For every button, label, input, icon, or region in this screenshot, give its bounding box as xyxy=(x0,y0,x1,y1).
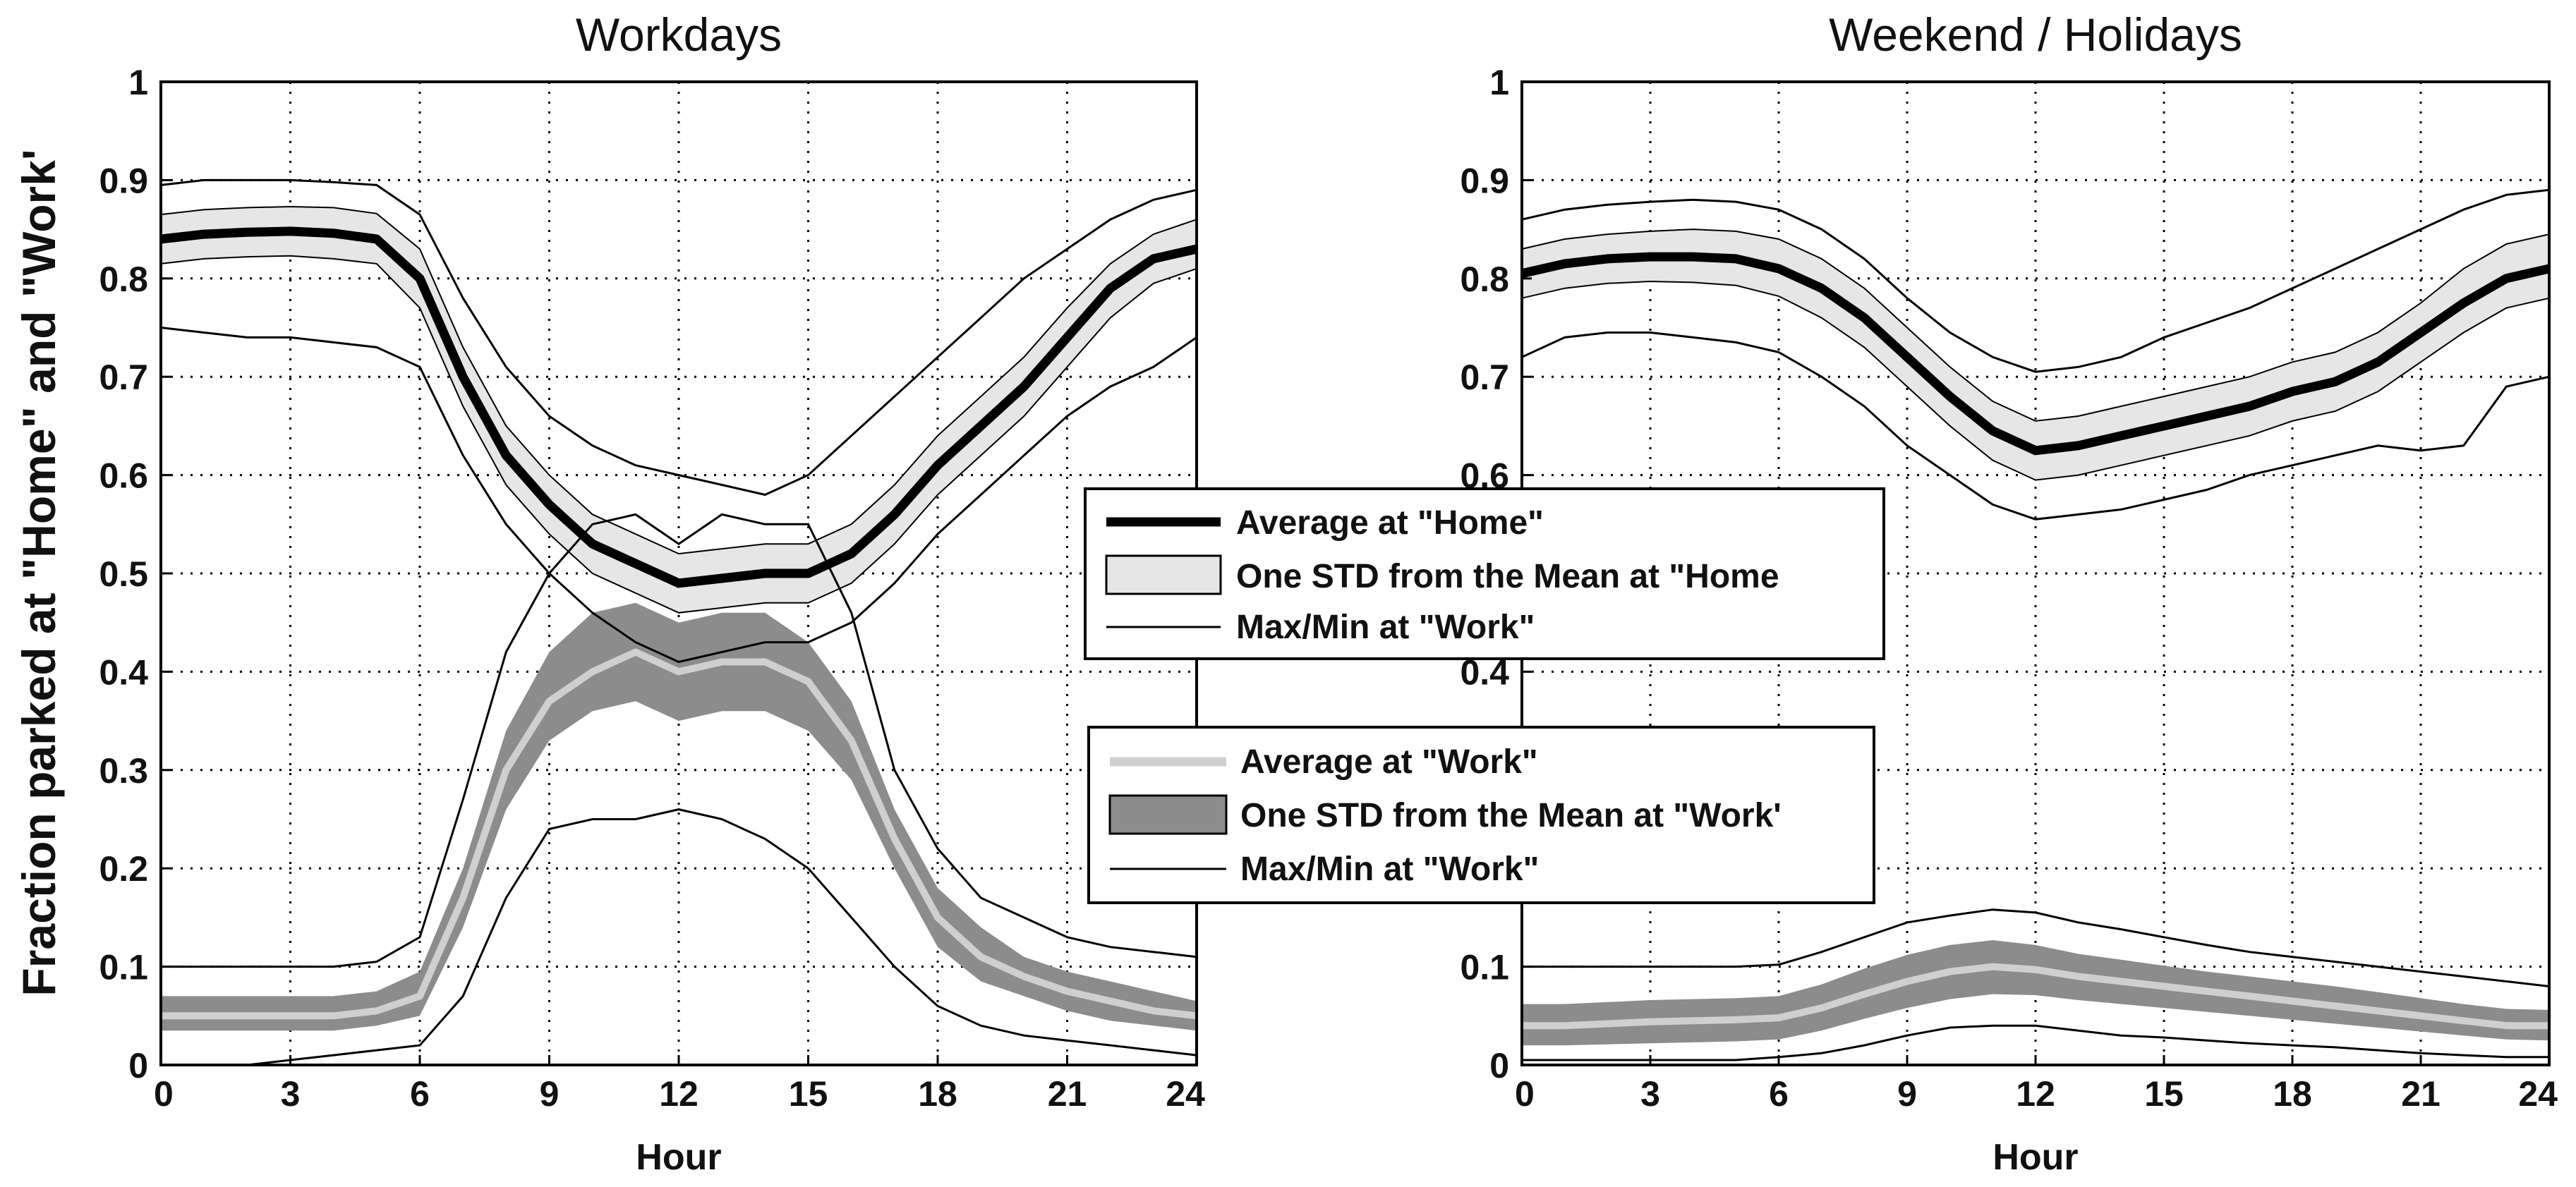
y-tick-label: 0.1 xyxy=(99,948,148,987)
y-tick-label: 0.4 xyxy=(99,652,148,692)
home-min-line xyxy=(1521,331,2550,521)
y-tick-label: 0.9 xyxy=(1460,161,1509,200)
x-tick-label: 24 xyxy=(1166,1074,1205,1114)
legend-work-band-label: One STD from the Mean at "Work' xyxy=(1240,797,1782,834)
x-axis-title: Hour xyxy=(636,1137,721,1178)
x-tick-label: 15 xyxy=(789,1074,828,1114)
y-tick-label: 0.2 xyxy=(99,849,148,889)
x-tick-label: 12 xyxy=(2016,1074,2055,1114)
y-tick-label: 0.7 xyxy=(99,358,148,397)
x-tick-label: 0 xyxy=(154,1074,174,1114)
work-max-line xyxy=(1522,908,2550,987)
home-mean-line xyxy=(160,226,1198,588)
y-tick-label: 1 xyxy=(128,63,148,102)
panel-title: Workdays xyxy=(576,8,782,61)
x-tick-label: 3 xyxy=(1640,1074,1660,1114)
panel-workdays: 0 3 6 9 12 15 18 21 24 0 0.1 0.2 0.3 0.4 0.5 0.6 0.7 0.8 0… xyxy=(99,8,1205,1178)
home-mean-line xyxy=(1520,252,2551,456)
legend-home-band-label: One STD from the Mean at "Home xyxy=(1236,558,1779,595)
work-mean-line xyxy=(161,648,1197,1020)
x-axis-title: Hour xyxy=(1993,1137,2078,1178)
legend-work-mean-label: Average at "Work" xyxy=(1240,743,1538,781)
y-tick-label: 0 xyxy=(1489,1046,1509,1085)
legend-home-minmax-label: Max/Min at "Work" xyxy=(1236,609,1535,646)
x-tick-label: 9 xyxy=(540,1074,560,1114)
legend-home-band-swatch xyxy=(1105,554,1222,595)
home-min-line xyxy=(160,327,1197,664)
x-tick-label: 0 xyxy=(1515,1074,1535,1114)
legend-home-mean-label: Average at "Home" xyxy=(1236,504,1544,542)
home-max-line xyxy=(160,178,1197,497)
x-tick-label: 6 xyxy=(410,1074,430,1114)
y-axis-title: Fraction parked at "Home" and "Work' xyxy=(13,149,65,996)
legend-work-minmax-label: Max/Min at "Work" xyxy=(1240,851,1539,888)
y-tick-label: 0.7 xyxy=(1460,358,1509,397)
x-tick-label: 6 xyxy=(1769,1074,1789,1114)
x-tick-label: 15 xyxy=(2144,1074,2184,1114)
y-tick-label: 0.9 xyxy=(99,161,148,200)
y-tick-label: 1 xyxy=(1489,63,1509,102)
x-tick-label: 18 xyxy=(2273,1074,2312,1114)
work-max-line xyxy=(161,513,1197,968)
legend-home: Average at "Home" One STD from the Mean … xyxy=(1084,487,1885,660)
x-tick-label: 12 xyxy=(659,1074,699,1114)
legend-work-band-swatch xyxy=(1108,794,1228,835)
y-tick-label: 0.8 xyxy=(99,260,148,299)
x-tick-label: 3 xyxy=(281,1074,301,1114)
x-tick-label: 21 xyxy=(2401,1074,2441,1114)
home-max-line xyxy=(1521,188,2550,373)
x-tick-label: 21 xyxy=(1048,1074,1087,1114)
y-tick-label: 0.8 xyxy=(1460,260,1509,299)
x-tick-label: 24 xyxy=(2518,1074,2558,1114)
work-min-line xyxy=(161,808,1197,1066)
panel-title: Weekend / Holidays xyxy=(1829,8,2242,61)
x-tick-label: 18 xyxy=(918,1074,957,1114)
x-tick-label: 9 xyxy=(1897,1074,1917,1114)
work-mean-line xyxy=(1522,963,2549,1030)
y-tick-label: 0.1 xyxy=(1460,948,1509,987)
y-tick-label: 0 xyxy=(128,1046,148,1085)
work-min-line xyxy=(1522,1024,2549,1061)
work-std-band xyxy=(161,602,1197,1031)
y-tick-label: 0.3 xyxy=(99,751,148,791)
y-tick-label: 0.5 xyxy=(99,554,148,594)
y-tick-label: 0.6 xyxy=(99,456,148,496)
legend-work: Average at "Work" One STD from the Mean … xyxy=(1087,726,1875,904)
